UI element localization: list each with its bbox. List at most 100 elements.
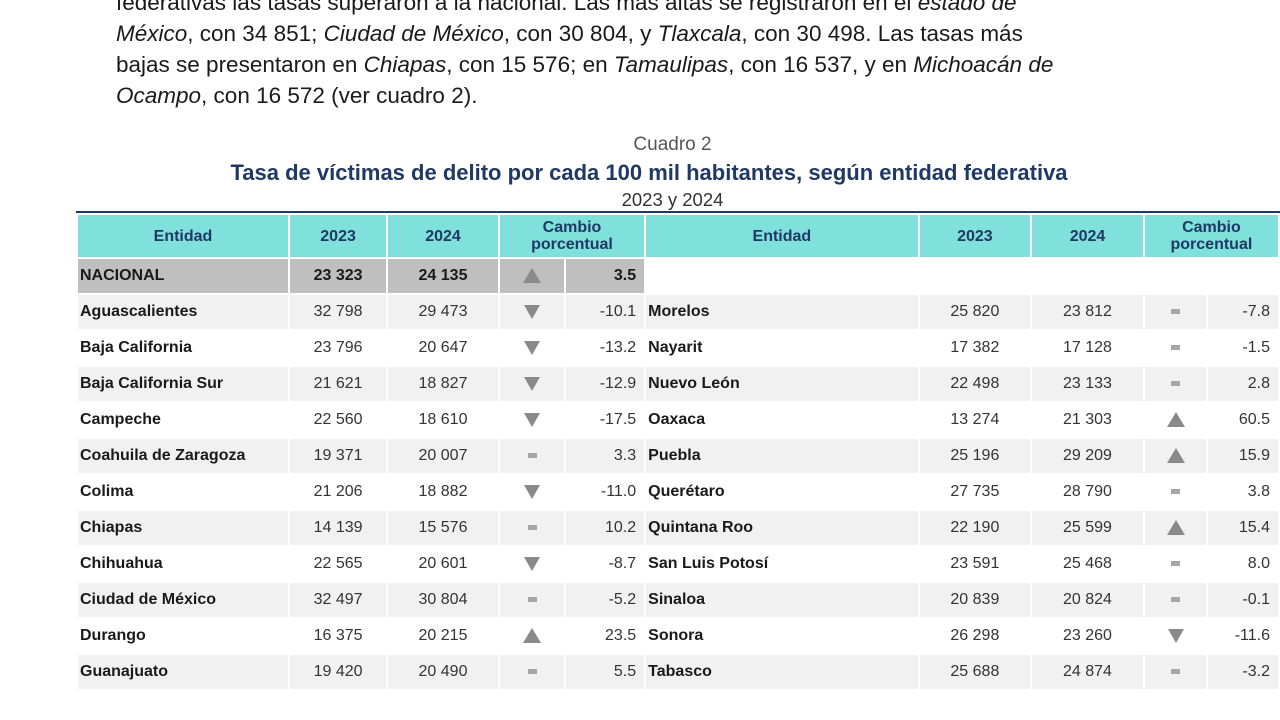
table-number: Cuadro 2 xyxy=(633,134,712,155)
entity-name: Baja California xyxy=(78,331,288,365)
table-body: NACIONAL 23 323 24 135 3.5 Aguascalientes 32 … xyxy=(78,259,1278,689)
value-2024: 20 007 xyxy=(388,439,498,473)
value-2024: 20 601 xyxy=(388,547,498,581)
percent-change: 10.2 xyxy=(566,511,645,545)
trend-indicator xyxy=(499,331,565,365)
percent-change: 3.3 xyxy=(566,439,645,473)
trend-indicator xyxy=(1144,403,1207,437)
table-header-row: Entidad 2023 2024 Cambio porcentual Enti… xyxy=(78,215,1278,257)
table-top-rule xyxy=(76,211,1280,213)
trend-indicator xyxy=(1144,295,1207,329)
value-2024: 20 215 xyxy=(388,619,498,653)
entity-name: Durango xyxy=(78,619,288,653)
header-2023: 2023 xyxy=(919,215,1031,257)
paragraph-italic-text: Tlaxcala xyxy=(657,21,742,46)
value-2024: 18 882 xyxy=(388,475,498,509)
value-2023: 17 382 xyxy=(919,331,1031,365)
no-change-icon xyxy=(1171,597,1181,603)
percent-change: -5.2 xyxy=(566,583,645,617)
value-2024: 18 827 xyxy=(388,367,498,401)
percent-change: -17.5 xyxy=(566,403,645,437)
table-row: Chihuahua 22 565 20 601 -8.7 San Luis Potosí… xyxy=(78,547,1278,581)
triangle-down-icon xyxy=(524,340,541,355)
percent-change: 3.8 xyxy=(1208,475,1278,509)
trend-indicator xyxy=(1144,583,1207,617)
triangle-down-icon xyxy=(524,484,541,499)
percent-change: 15.9 xyxy=(1208,439,1278,473)
value-2024: 17 128 xyxy=(1032,331,1143,365)
header-entity: Entidad xyxy=(646,215,918,257)
value-2023: 19 420 xyxy=(289,655,387,689)
value-2023: 13 274 xyxy=(919,403,1031,437)
value-2024: 25 468 xyxy=(1032,547,1143,581)
entity-name: Sonora xyxy=(646,619,918,653)
triangle-up-icon xyxy=(1166,412,1185,428)
percent-change: -8.7 xyxy=(566,547,645,581)
paragraph-text: , con 30 498. Las tasas más xyxy=(741,21,1023,46)
trend-indicator xyxy=(499,547,565,581)
triangle-down-icon xyxy=(1167,628,1184,643)
entity-name: Quintana Roo xyxy=(646,511,918,545)
table-row: Aguascalientes 32 798 29 473 -10.1 Morelos 25… xyxy=(78,295,1278,329)
paragraph-line: México, con 34 851; Ciudad de México, co… xyxy=(116,18,1232,49)
no-change-icon xyxy=(1171,561,1181,567)
value-2023: 22 560 xyxy=(289,403,387,437)
table-row: Coahuila de Zaragoza 19 371 20 007 3.3 Puebl… xyxy=(78,439,1278,473)
trend-indicator xyxy=(1144,475,1207,509)
value-2023: 32 497 xyxy=(289,583,387,617)
value-2024: 29 473 xyxy=(388,295,498,329)
table-row: Baja California 23 796 20 647 -13.2 Nayarit 1… xyxy=(78,331,1278,365)
victim-rate-table: Entidad 2023 2024 Cambio porcentual Enti… xyxy=(76,213,1280,691)
entity-name: Tabasco xyxy=(646,655,918,689)
header-change: Cambio porcentual xyxy=(1144,215,1278,257)
header-2024: 2024 xyxy=(388,215,498,257)
entity-name: Aguascalientes xyxy=(78,295,288,329)
table-row: Colima 21 206 18 882 -11.0 Querétaro 27 735 28… xyxy=(78,475,1278,509)
triangle-down-icon xyxy=(524,556,541,571)
value-2024: 23 133 xyxy=(1032,367,1143,401)
percent-change: 5.5 xyxy=(566,655,645,689)
table-title: Tasa de víctimas de delito por cada 100 … xyxy=(230,160,1068,185)
percent-change: -12.9 xyxy=(566,367,645,401)
trend-indicator xyxy=(1144,331,1207,365)
empty-cell xyxy=(646,259,1278,293)
table-row-national: NACIONAL 23 323 24 135 3.5 xyxy=(78,259,1278,293)
no-change-icon xyxy=(1171,381,1181,387)
value-2024: 23 812 xyxy=(1032,295,1143,329)
percent-change: 2.8 xyxy=(1208,367,1278,401)
paragraph-italic-text: estado de xyxy=(917,0,1017,15)
no-change-icon xyxy=(527,669,537,675)
table-row: Campeche 22 560 18 610 -17.5 Oaxaca 13 274 21 … xyxy=(78,403,1278,437)
triangle-up-icon xyxy=(1166,520,1185,536)
paragraph-italic-text: Tamaulipas xyxy=(613,52,729,77)
value-2024: 24 874 xyxy=(1032,655,1143,689)
triangle-down-icon xyxy=(524,304,541,319)
entity-name: Colima xyxy=(78,475,288,509)
table-row: Guanajuato 19 420 20 490 5.5 Tabasco 25 688 24… xyxy=(78,655,1278,689)
triangle-up-icon xyxy=(523,268,542,284)
value-2023: 19 371 xyxy=(289,439,387,473)
percent-change: 3.5 xyxy=(566,259,645,293)
header-entity: Entidad xyxy=(78,215,288,257)
paragraph-italic-text: México xyxy=(116,21,188,46)
entity-name: Ciudad de México xyxy=(78,583,288,617)
paragraph-text: , con 16 572 (ver cuadro 2). xyxy=(201,83,478,108)
paragraph-text: , con 16 537, y en xyxy=(728,52,914,77)
entity-name: Nuevo León xyxy=(646,367,918,401)
entity-name: Morelos xyxy=(646,295,918,329)
entity-name: Sinaloa xyxy=(646,583,918,617)
trend-indicator xyxy=(1144,511,1207,545)
value-2024: 21 303 xyxy=(1032,403,1143,437)
value-2023: 14 139 xyxy=(289,511,387,545)
value-2023: 21 206 xyxy=(289,475,387,509)
paragraph-text: , con 30 804, y xyxy=(503,21,658,46)
percent-change: -10.1 xyxy=(566,295,645,329)
trend-indicator xyxy=(499,403,565,437)
header-2024: 2024 xyxy=(1032,215,1143,257)
table-row: Baja California Sur 21 621 18 827 -12.9 Nuev… xyxy=(78,367,1278,401)
paragraph-italic-text: Chiapas xyxy=(363,52,447,77)
no-change-icon xyxy=(1171,489,1181,495)
value-2024: 29 209 xyxy=(1032,439,1143,473)
value-2023: 21 621 xyxy=(289,367,387,401)
paragraph-italic-text: Michoacán de xyxy=(913,52,1054,77)
